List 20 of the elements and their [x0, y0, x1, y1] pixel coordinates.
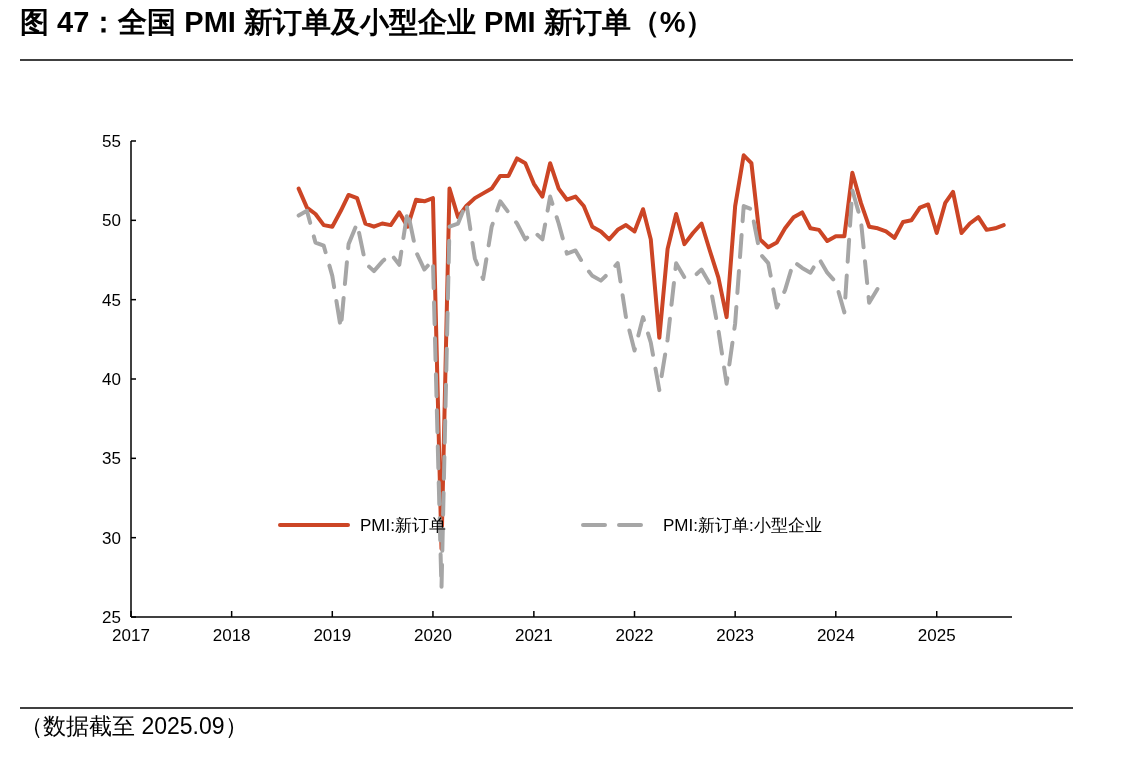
- x-tick-label: 2022: [615, 626, 654, 645]
- text: （数据截至 2025.09）: [20, 713, 248, 739]
- y-tick-label: 35: [102, 449, 121, 469]
- y-tick-label: 40: [102, 369, 121, 389]
- x-tick-label: 2024: [816, 626, 855, 645]
- x-tick-label: 2020: [414, 626, 452, 645]
- x-tick-label: 2019: [313, 626, 352, 645]
- y-tick-label: 55: [102, 131, 121, 151]
- x-tick-label: 2023: [716, 626, 755, 645]
- x-tick-label: 2018: [212, 626, 251, 645]
- y-tick-label: 25: [102, 607, 121, 627]
- legend-label: PMI:新订单:小型企业: [663, 515, 822, 535]
- x-tick-label: 2021: [514, 626, 553, 645]
- x-tick-label: 2025: [917, 626, 956, 645]
- x-tick-label: 2017: [112, 626, 150, 645]
- y-tick-label: 50: [102, 211, 121, 231]
- y-tick-label: 45: [102, 290, 121, 310]
- line-series: [296, 188, 880, 591]
- y-tick-label: 30: [102, 528, 121, 548]
- legend-label: PMI:新订单: [360, 515, 446, 535]
